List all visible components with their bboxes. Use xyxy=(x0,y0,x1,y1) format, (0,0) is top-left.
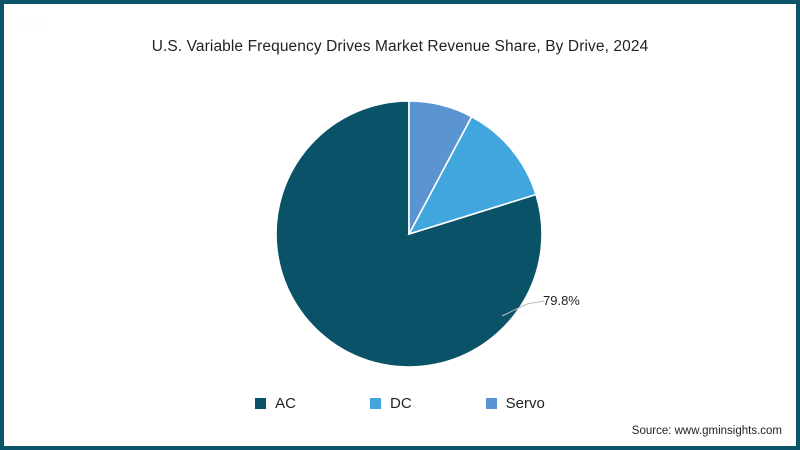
pie-slice-servo[interactable] xyxy=(408,100,473,235)
legend-swatch-icon-servo xyxy=(485,398,497,409)
pie-chart-svg xyxy=(275,100,545,368)
legend-label-dc: DC xyxy=(389,395,412,412)
source-note: Source: www.gminsights.com xyxy=(631,425,782,437)
pie-slice-label-ac: 79.8% xyxy=(543,293,580,308)
legend-item-ac[interactable]: AC xyxy=(255,396,296,411)
leader-line-icon xyxy=(501,300,545,317)
legend-swatch-icon-dc xyxy=(369,398,381,409)
pie-slice-dc[interactable] xyxy=(407,115,538,236)
pie-slice-group xyxy=(275,100,543,368)
pie-chart-plot-area: 79.8% xyxy=(4,4,796,446)
page-title: U.S. Variable Frequency Drives Market Re… xyxy=(151,38,649,55)
legend-item-dc[interactable]: DC xyxy=(369,395,412,412)
legend-swatch-icon-ac xyxy=(255,398,267,409)
legend: AC DC Servo xyxy=(4,396,796,411)
legend-label-servo: Servo xyxy=(505,395,545,412)
legend-label-ac: AC xyxy=(275,395,296,412)
legend-item-servo[interactable]: Servo xyxy=(485,395,545,412)
